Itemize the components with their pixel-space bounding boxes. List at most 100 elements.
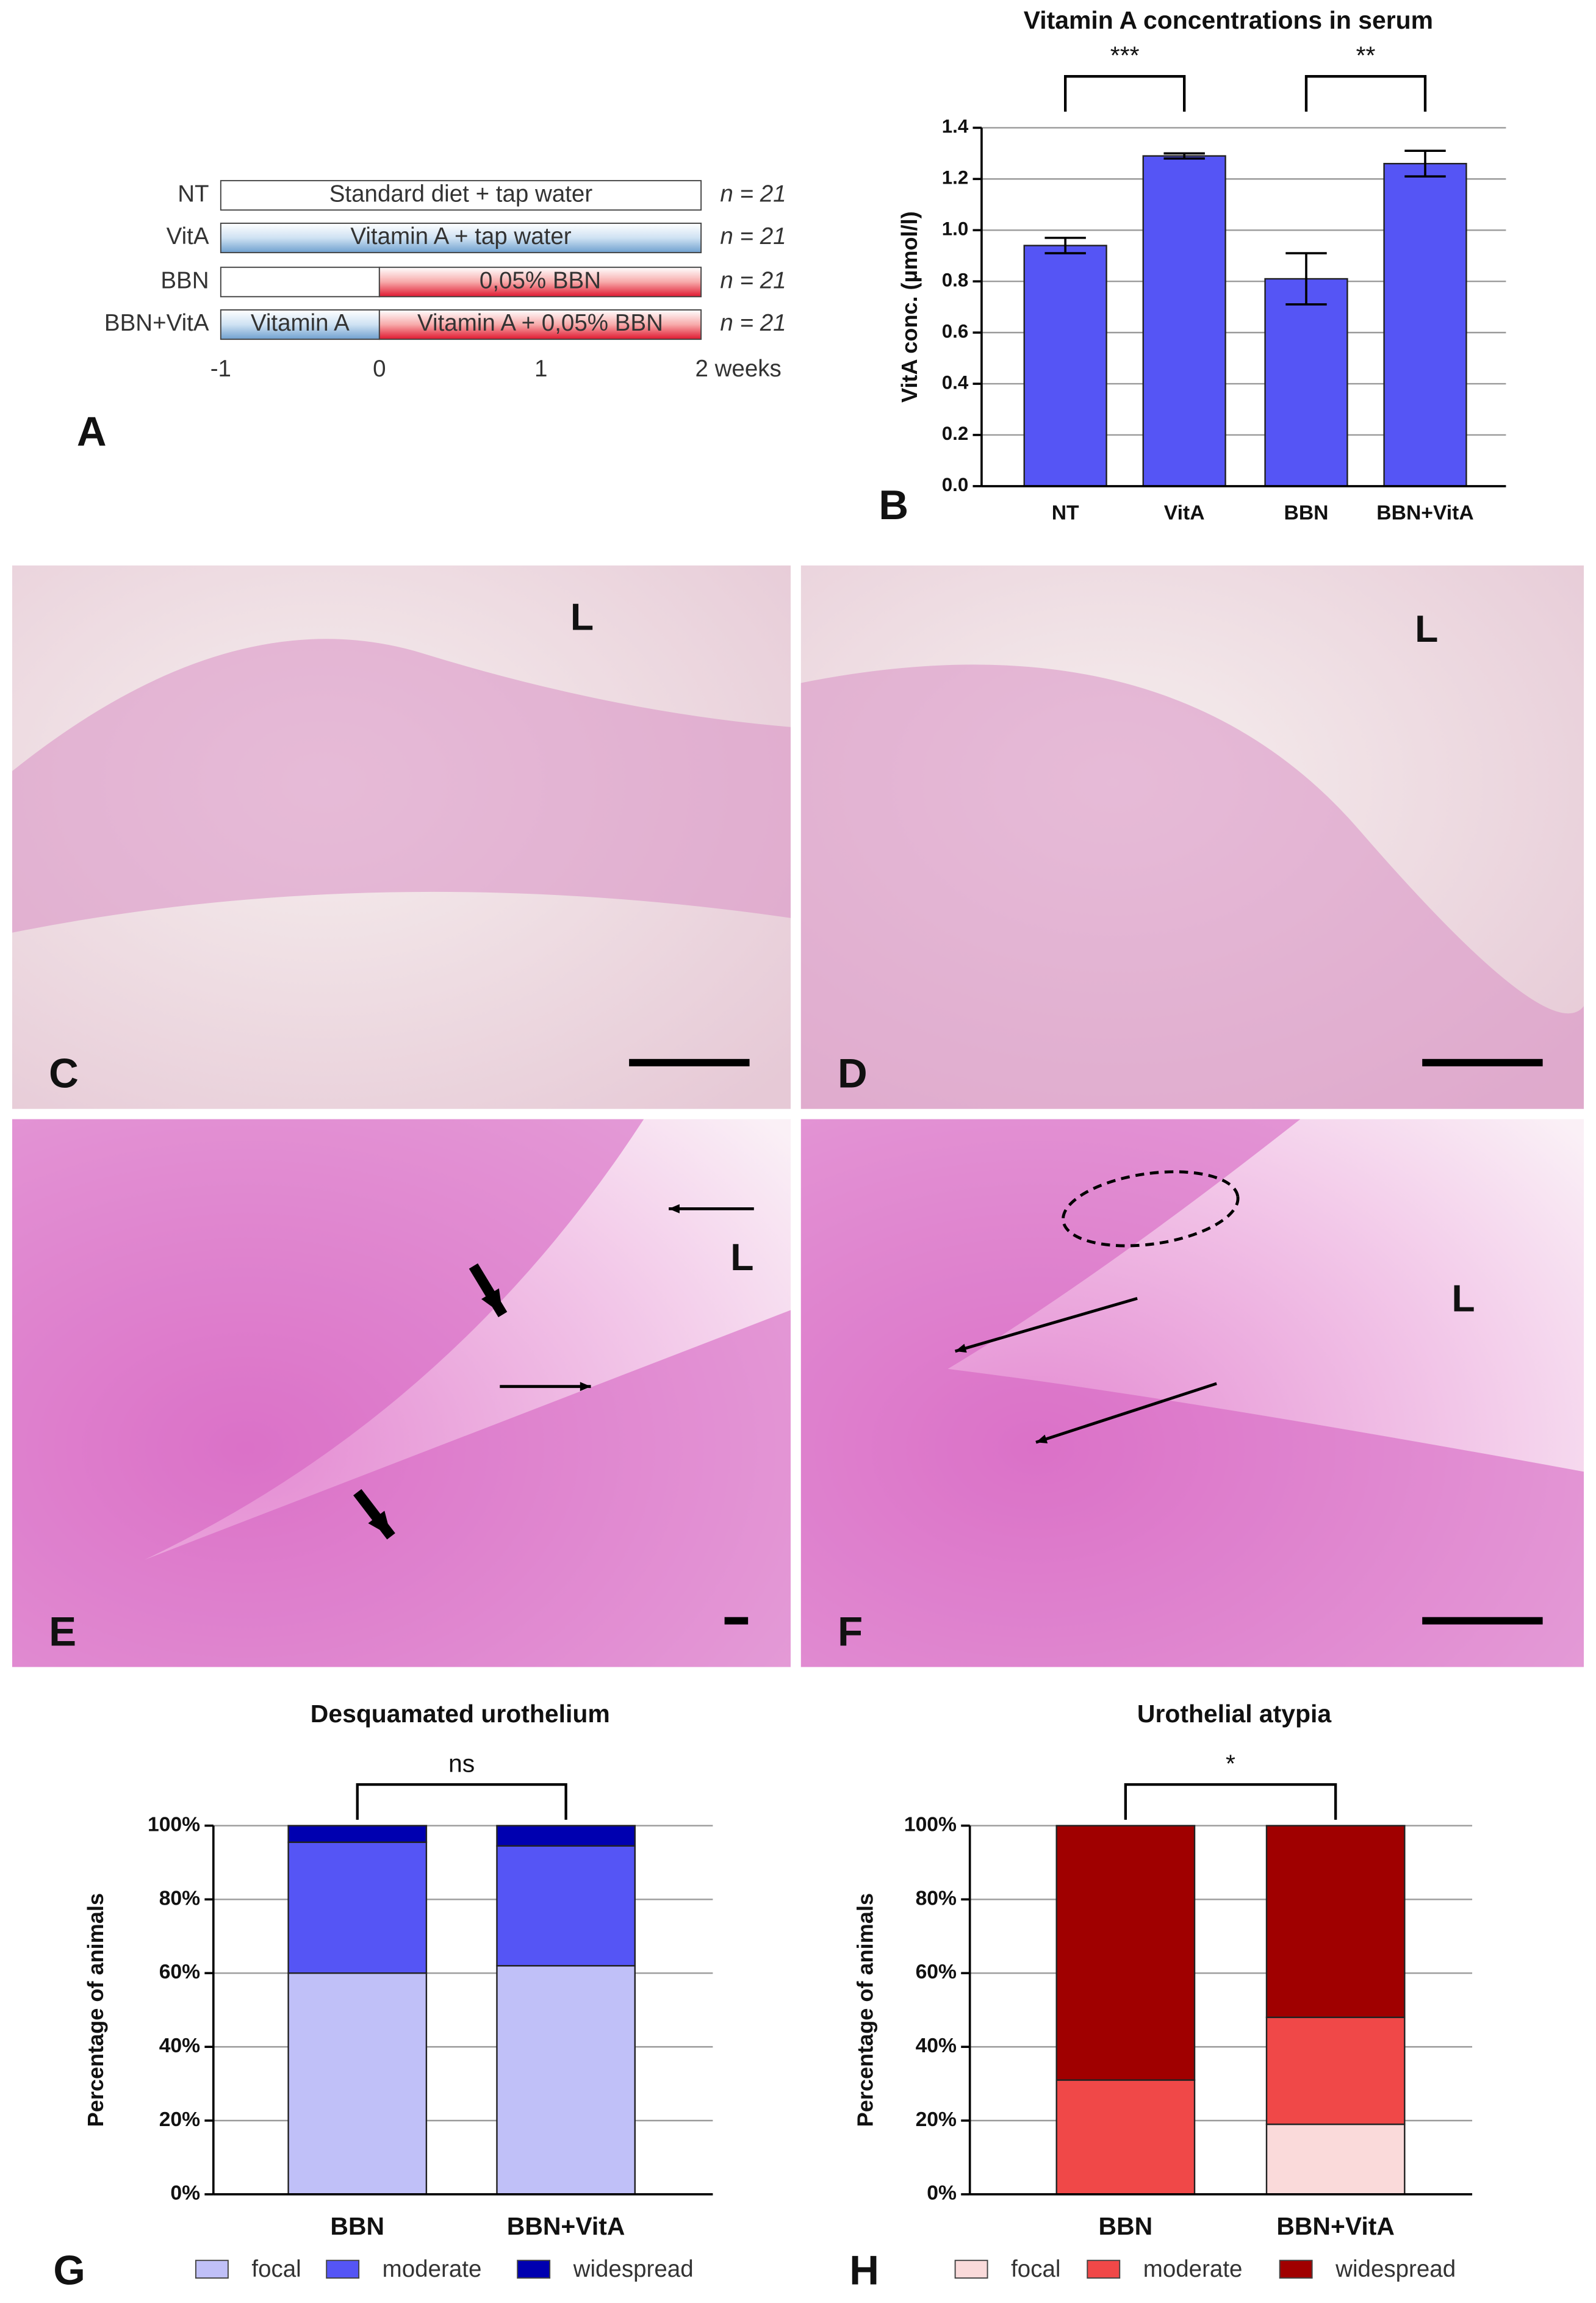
lumen-label: L xyxy=(1415,608,1438,650)
y-tick-label: 0.4 xyxy=(942,372,969,393)
x-tick-label: BBN xyxy=(1099,2212,1153,2240)
regimen-bar xyxy=(378,309,702,340)
regimen-bar xyxy=(378,267,702,298)
chart-title: Urothelial atypia xyxy=(1137,1700,1332,1728)
significance-label: ns xyxy=(448,1750,475,1778)
group-label: BBN xyxy=(160,267,209,293)
y-axis-label: Percentage of animals xyxy=(853,1893,878,2127)
arrow-head xyxy=(580,1382,591,1392)
arrow xyxy=(954,1296,1138,1353)
regimen: Vitamin A + tap water xyxy=(350,223,571,250)
timeline-label: 2 weeks xyxy=(695,356,781,382)
sample-size: n = 21 xyxy=(720,223,786,250)
bar xyxy=(1264,278,1348,487)
regimen-bar xyxy=(220,222,702,254)
panel-letter: A xyxy=(77,409,107,454)
tissue xyxy=(800,1119,1584,1667)
sample-size: n = 21 xyxy=(720,310,786,336)
arrow-head xyxy=(368,1511,392,1537)
x-tick-label: BBN xyxy=(1284,501,1329,525)
legend-swatch xyxy=(517,2260,551,2279)
y-tick-label: 0% xyxy=(927,2182,957,2205)
regimen: Vitamin A + 0,05% BBN xyxy=(417,310,663,336)
bar-segment xyxy=(287,1841,428,1974)
y-tick-label: 20% xyxy=(916,2108,957,2131)
y-tick-label: 20% xyxy=(159,2108,200,2131)
legend-swatch xyxy=(954,2260,988,2279)
y-tick-label: 100% xyxy=(904,1813,957,1836)
group-label: NT xyxy=(178,181,209,207)
arrow-head xyxy=(669,1204,680,1213)
regimen: Vitamin A xyxy=(251,310,350,336)
y-tick-label: 100% xyxy=(148,1813,200,1836)
lumen-label: L xyxy=(730,1236,753,1279)
bar-segment xyxy=(496,1825,636,1847)
bar-segment xyxy=(287,1825,428,1843)
significance-label: ** xyxy=(1356,41,1376,70)
arrow xyxy=(1035,1382,1217,1444)
x-tick-label: BBN+VitA xyxy=(507,2212,625,2240)
y-tick-label: 60% xyxy=(916,1960,957,1983)
bar-segment xyxy=(496,1964,636,2196)
regimen: Standard diet + tap water xyxy=(329,181,593,207)
lumen-label: L xyxy=(1451,1277,1475,1320)
timeline-label: 1 xyxy=(534,356,547,382)
y-tick-label: 0.2 xyxy=(942,423,969,444)
panel-letter: D xyxy=(838,1051,868,1097)
significance-label: *** xyxy=(1110,41,1140,70)
arrow-head xyxy=(955,1343,967,1353)
y-tick-label: 1.4 xyxy=(942,116,969,137)
tissue xyxy=(800,664,1584,1109)
region-outline xyxy=(1062,1170,1240,1248)
bar-segment xyxy=(1265,1825,1406,2018)
panel-letter: H xyxy=(849,2248,879,2294)
regimen: 0,05% BBN xyxy=(480,267,601,293)
sample-size: n = 21 xyxy=(720,181,786,207)
y-tick-label: 60% xyxy=(159,1960,200,1983)
bar-segment xyxy=(1055,2079,1196,2196)
legend-swatch xyxy=(1279,2260,1313,2279)
y-axis-label: VitA conc. (µmol/l) xyxy=(897,211,922,403)
bar xyxy=(1023,245,1107,487)
y-tick-label: 0.8 xyxy=(942,269,969,290)
y-tick-label: 40% xyxy=(916,2034,957,2057)
lumen-label: L xyxy=(570,596,594,639)
bar xyxy=(1383,162,1467,487)
significance-bracket xyxy=(1064,75,1186,112)
tissue xyxy=(12,639,791,933)
bar-segment xyxy=(496,1845,636,1967)
legend-label: widespread xyxy=(1335,2256,1456,2282)
x-tick-label: BBN+VitA xyxy=(1376,501,1473,525)
legend-label: moderate xyxy=(1143,2256,1243,2282)
scale-bar xyxy=(1422,1058,1543,1066)
significance-label: * xyxy=(1226,1750,1235,1778)
group-label: VitA xyxy=(167,223,209,250)
tissue xyxy=(12,1119,791,1667)
y-tick-label: 0% xyxy=(170,2182,200,2205)
y-axis-label: Percentage of animals xyxy=(83,1893,108,2127)
scale-bar xyxy=(724,1617,749,1625)
arrow-head xyxy=(481,1288,503,1315)
legend-swatch xyxy=(326,2260,360,2279)
timeline-label: 0 xyxy=(373,356,386,382)
panel-letter: E xyxy=(49,1609,76,1654)
bar xyxy=(1142,155,1226,487)
legend-label: focal xyxy=(251,2256,301,2282)
y-tick-label: 0.0 xyxy=(942,474,969,495)
regimen-bar xyxy=(220,267,380,298)
panel-letter: F xyxy=(838,1609,863,1654)
bar-segment xyxy=(1265,2123,1406,2196)
bar-segment xyxy=(1265,2016,1406,2125)
arrow-head xyxy=(1036,1434,1048,1443)
x-tick-label: NT xyxy=(1052,501,1079,525)
significance-bracket xyxy=(1304,75,1427,112)
legend-swatch xyxy=(195,2260,229,2279)
legend-label: widespread xyxy=(573,2256,694,2282)
chart-title: Vitamin A concentrations in serum xyxy=(1024,6,1433,34)
x-tick-label: BBN+VitA xyxy=(1276,2212,1395,2240)
x-tick-label: VitA xyxy=(1164,501,1205,525)
y-tick-label: 40% xyxy=(159,2034,200,2057)
y-tick-label: 80% xyxy=(916,1886,957,1910)
bar-segment xyxy=(287,1972,428,2196)
